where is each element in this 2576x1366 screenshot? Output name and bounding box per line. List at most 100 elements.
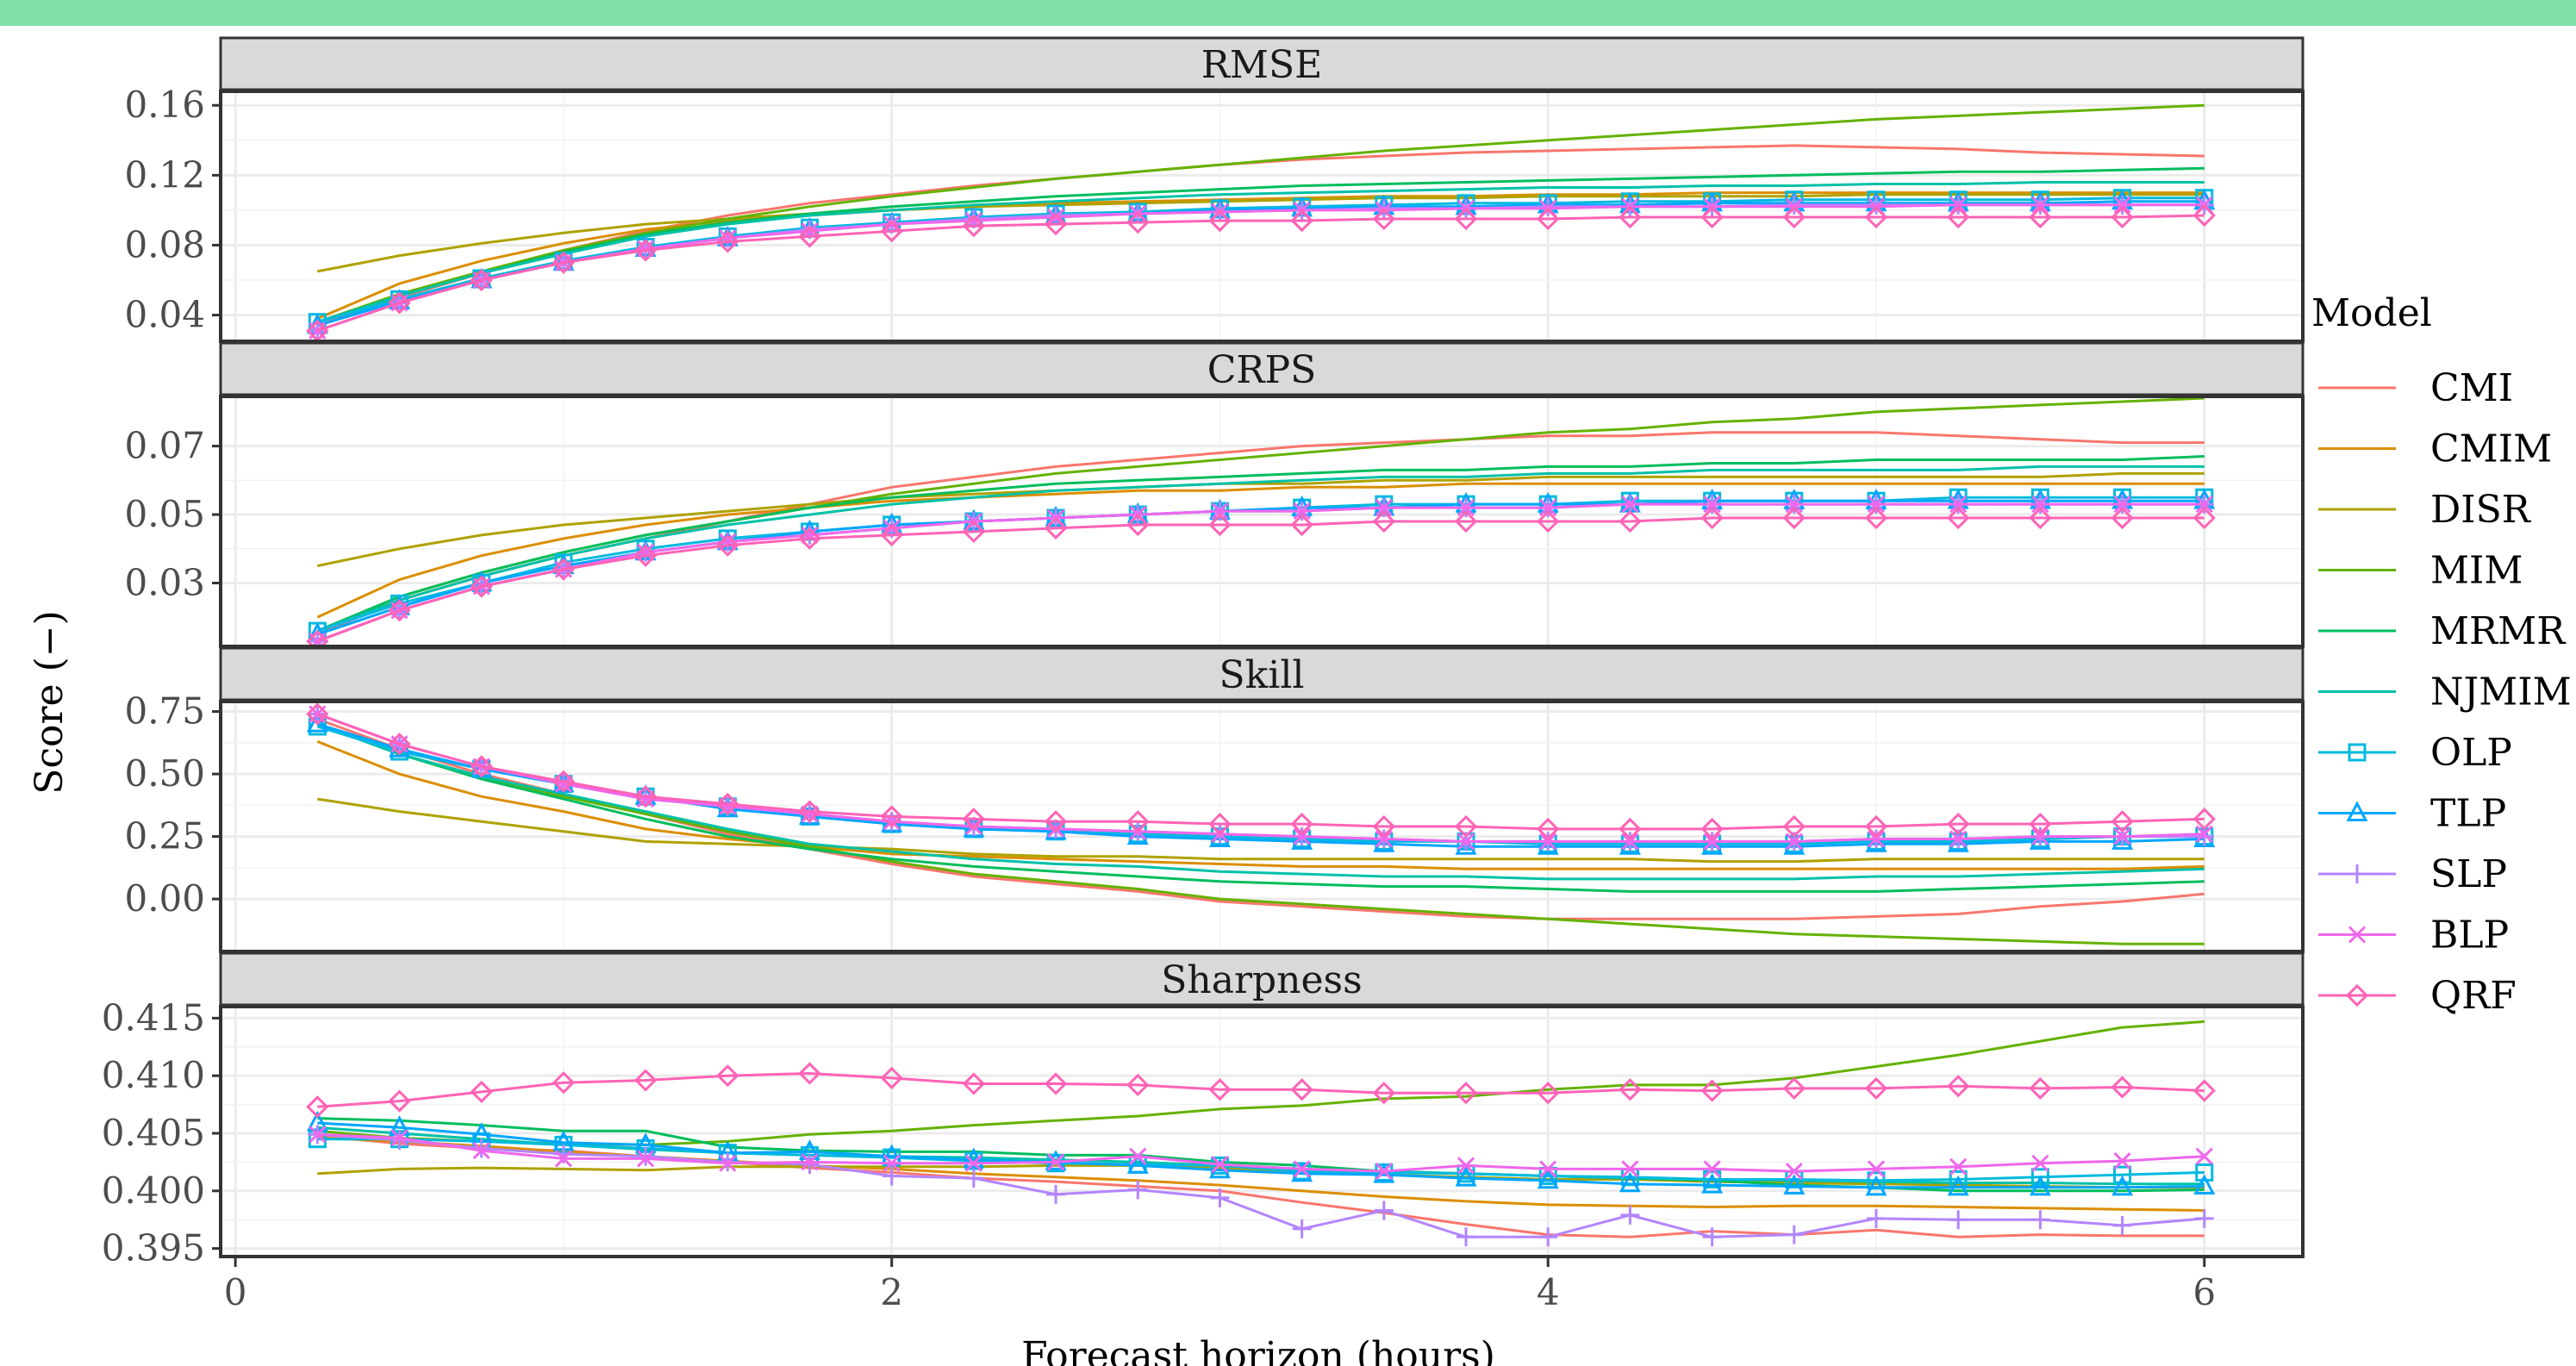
data-point-blp <box>2113 196 2131 214</box>
legend-key-marker <box>2348 864 2367 883</box>
legend-item-mrmr: MRMR <box>2318 609 2567 653</box>
panel-strip <box>219 341 2305 396</box>
data-point-blp <box>1949 830 1968 848</box>
legend-label: CMI <box>2430 366 2513 410</box>
series-group <box>306 103 2216 342</box>
data-point-blp <box>1949 196 1968 214</box>
data-point-slp <box>1456 1227 1476 1247</box>
gridlines <box>221 702 2303 951</box>
data-point-qrf <box>798 800 821 823</box>
data-point-qrf <box>1782 1076 1806 1101</box>
data-point-blp <box>1539 499 1557 517</box>
data-point-qrf <box>716 230 739 253</box>
data-point-blp <box>1867 496 1886 514</box>
data-point-qrf <box>1044 516 1068 540</box>
y-tick-label: 0.25 <box>124 815 205 858</box>
series-line-njmim <box>316 181 2205 324</box>
series-group <box>306 396 2216 653</box>
data-point-tlp <box>1619 1171 1641 1193</box>
data-point-blp <box>472 1141 490 1160</box>
legend-label: TLP <box>2430 792 2506 836</box>
y-tick-label: 0.03 <box>124 562 205 604</box>
legend-item-olp: OLP <box>2318 731 2512 775</box>
data-point-qrf <box>880 220 903 243</box>
data-point-qrf <box>2029 205 2052 229</box>
data-point-qrf <box>633 239 658 262</box>
data-point-blp <box>309 1126 327 1144</box>
data-point-blp <box>964 1154 982 1172</box>
data-point-qrf <box>716 533 739 557</box>
gridlines <box>221 1007 2303 1257</box>
panel-title: RMSE <box>1201 43 1322 87</box>
x-tick-label: 2 <box>880 1271 903 1313</box>
data-point-qrf <box>798 1062 821 1085</box>
panel-rmse: RMSE 0.04 0.08 0.12 0.16 <box>124 36 2305 343</box>
data-point-qrf <box>388 733 411 756</box>
data-point-blp <box>1456 499 1475 517</box>
y-axis: 0.00 0.25 0.50 0.75 <box>124 690 222 951</box>
series-line-cmim <box>316 482 2205 619</box>
data-point-blp <box>1621 833 1639 851</box>
data-point-qrf <box>1372 814 1395 839</box>
legend-item-slp: SLP <box>2318 852 2507 896</box>
data-point-blp <box>1456 1157 1475 1175</box>
data-point-qrf <box>552 770 576 793</box>
data-point-qrf <box>2192 808 2216 831</box>
data-point-qrf <box>1208 513 1232 537</box>
data-point-blp <box>1293 827 1311 845</box>
panel-background <box>221 396 2303 646</box>
data-point-slp <box>882 1166 901 1186</box>
data-point-qrf <box>880 805 903 828</box>
panel-strip <box>219 36 2305 91</box>
data-point-qrf <box>1208 812 1232 836</box>
legend-item-blp: BLP <box>2318 914 2509 957</box>
legend-label: MRMR <box>2430 609 2567 653</box>
data-point-qrf <box>1782 814 1806 839</box>
data-point-qrf <box>1208 1078 1232 1101</box>
data-point-slp <box>636 1146 656 1166</box>
data-point-qrf <box>2029 506 2052 530</box>
data-point-qrf <box>716 1064 739 1088</box>
data-point-qrf <box>1126 810 1150 833</box>
data-point-qrf <box>1290 209 1313 233</box>
legend: Model CMI CMIM DISR MIM MRMR NJMIM OLP TLP SLP BL… <box>2311 291 2572 1018</box>
data-point-olp <box>2113 1165 2132 1184</box>
data-point-blp <box>1703 1160 1721 1178</box>
data-point-qrf <box>633 1069 658 1092</box>
data-point-blp <box>2195 496 2213 514</box>
data-point-tlp <box>2193 1174 2216 1194</box>
legend-key-marker <box>2348 743 2367 762</box>
y-tick-label: 0.400 <box>102 1170 205 1212</box>
data-point-blp <box>1621 496 1639 514</box>
data-point-blp <box>883 1154 901 1172</box>
data-point-blp <box>1539 1160 1557 1178</box>
data-point-qrf <box>633 785 658 808</box>
data-point-blp <box>1867 830 1886 848</box>
data-point-slp <box>800 1155 820 1175</box>
data-point-slp <box>1128 1180 1148 1200</box>
series-line-mrmr <box>316 455 2205 633</box>
legend-label: DISR <box>2430 488 2532 532</box>
data-point-blp <box>883 215 901 234</box>
data-point-qrf <box>1782 506 1806 530</box>
data-point-slp <box>2194 1208 2214 1228</box>
data-point-blp <box>1375 830 1393 848</box>
data-point-blp <box>2031 196 2049 214</box>
legend-key-marker <box>2346 801 2368 821</box>
series-line-qrf <box>316 516 2205 643</box>
data-point-qrf <box>1947 506 1970 530</box>
series-line-cmim <box>316 740 2205 870</box>
data-point-blp <box>1375 1163 1393 1181</box>
axis-titles: Forecast horizon (hours) Score (−) <box>28 610 1495 1366</box>
data-point-qrf <box>1864 205 1888 229</box>
data-point-blp <box>1211 1156 1229 1174</box>
legend-title: Model <box>2311 291 2432 335</box>
header-bar <box>0 0 2576 26</box>
data-point-qrf <box>470 1080 493 1104</box>
data-point-qrf <box>1454 509 1478 533</box>
data-point-blp <box>1293 1160 1311 1178</box>
legend-key-marker <box>2345 983 2369 1007</box>
data-point-tlp <box>1947 1175 1969 1196</box>
data-point-blp <box>1949 1157 1968 1176</box>
